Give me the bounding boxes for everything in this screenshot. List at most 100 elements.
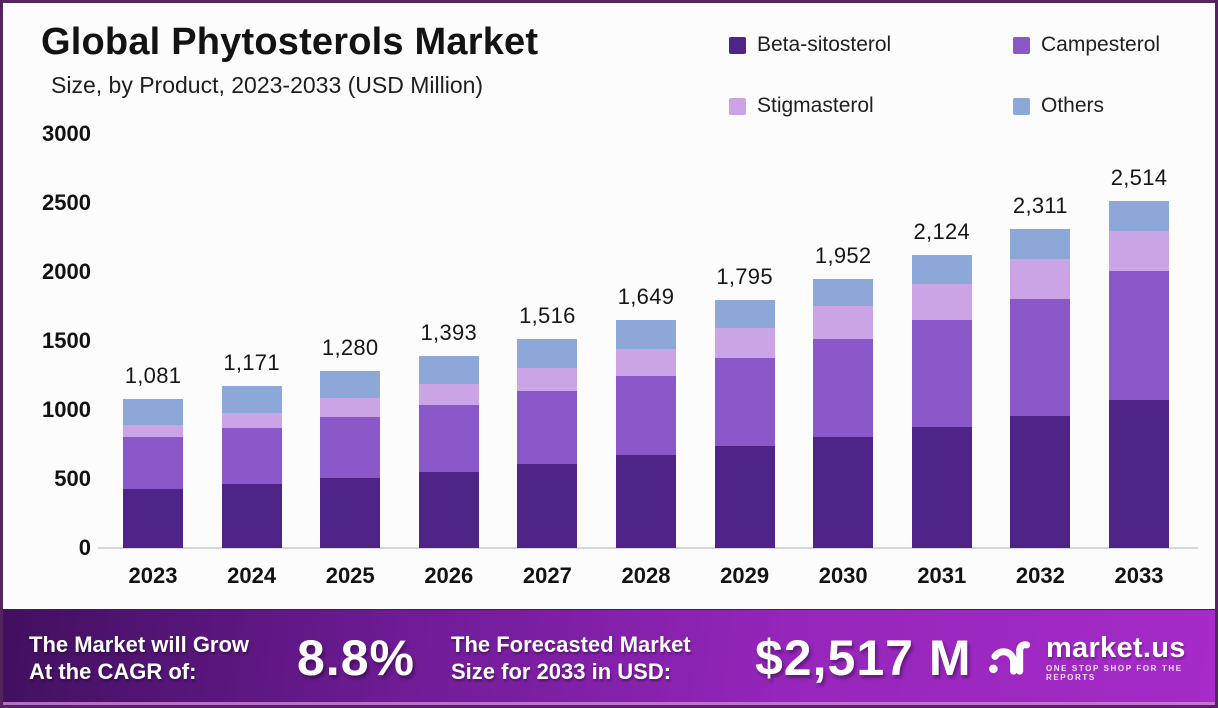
y-tick-0: 0 xyxy=(78,535,91,560)
bar-segment-campesterol-2026 xyxy=(418,404,479,473)
y-tick-3000: 3000 xyxy=(42,121,91,146)
bar-segment-others-2030 xyxy=(813,278,874,306)
bar-2026 xyxy=(418,355,479,548)
bar-total-label-2025: 1,280 xyxy=(321,335,379,361)
bar-segment-beta-sitosterol-2030 xyxy=(813,436,874,548)
bar-segment-campesterol-2032 xyxy=(1010,298,1071,417)
x-tick-2024: 2024 xyxy=(227,563,277,588)
bar-segment-stigmasterol-2029 xyxy=(714,327,775,358)
bar-segment-campesterol-2025 xyxy=(320,416,381,479)
bar-segment-others-2033 xyxy=(1109,201,1169,231)
bar-total-label-2026: 1,393 xyxy=(420,319,478,345)
bar-2027 xyxy=(517,338,578,548)
bar-segment-stigmasterol-2032 xyxy=(1010,258,1071,299)
bar-segment-campesterol-2031 xyxy=(911,320,972,427)
bar-segment-campesterol-2023 xyxy=(123,436,183,489)
x-tick-2029: 2029 xyxy=(720,563,770,588)
x-tick-2026: 2026 xyxy=(424,563,474,588)
x-tick-2023: 2023 xyxy=(128,563,178,588)
legend-item-campesterol: Campesterol xyxy=(1013,33,1215,57)
bar-2025 xyxy=(320,371,381,548)
bar-segment-campesterol-2030 xyxy=(813,338,874,437)
bar-segment-campesterol-2029 xyxy=(714,357,775,446)
page-subtitle: Size, by Product, 2023-2033 (USD Million… xyxy=(51,72,484,98)
x-tick-2032: 2032 xyxy=(1015,563,1065,588)
bar-segment-others-2028 xyxy=(616,320,676,350)
bar-segment-stigmasterol-2027 xyxy=(517,367,578,391)
bar-segment-stigmasterol-2025 xyxy=(320,397,381,417)
bar-segment-beta-sitosterol-2023 xyxy=(123,488,183,548)
x-tick-2027: 2027 xyxy=(522,563,572,588)
bar-segment-others-2029 xyxy=(714,300,775,328)
bar-segment-beta-sitosterol-2033 xyxy=(1109,399,1169,548)
bar-segment-campesterol-2024 xyxy=(221,427,282,484)
bar-segment-campesterol-2028 xyxy=(616,375,676,455)
bar-segment-campesterol-2033 xyxy=(1109,270,1169,400)
x-axis-line xyxy=(98,547,1198,549)
bar-total-label-2030: 1,952 xyxy=(814,242,872,268)
cagr-caption-line1: The Market will Grow xyxy=(29,631,250,657)
bar-segment-beta-sitosterol-2024 xyxy=(221,483,282,548)
bar-segment-beta-sitosterol-2027 xyxy=(517,463,578,548)
x-tick-2025: 2025 xyxy=(325,563,375,588)
bar-2031 xyxy=(911,254,972,548)
bar-segment-beta-sitosterol-2032 xyxy=(1010,416,1071,548)
logo-name: market.us xyxy=(1045,631,1186,664)
bar-2024 xyxy=(221,386,282,548)
market-us-logo-icon xyxy=(989,640,1031,675)
bar-segment-beta-sitosterol-2025 xyxy=(320,478,381,548)
market-us-logo: market.us ONE STOP SHOP FOR THE REPORTS xyxy=(988,631,1215,682)
bar-segment-others-2023 xyxy=(123,398,183,425)
chart-header: Global Phytosterols Market Size, by Prod… xyxy=(41,21,538,99)
bar-2028 xyxy=(616,320,676,548)
bar-2023 xyxy=(123,398,183,548)
bar-segment-others-2026 xyxy=(418,355,479,385)
y-tick-2500: 2500 xyxy=(42,190,91,215)
bar-segment-beta-sitosterol-2031 xyxy=(911,426,972,548)
legend-swatch-stigmasterol xyxy=(729,97,746,115)
legend-swatch-others xyxy=(1013,97,1030,115)
chart-legend: Beta-sitosterol Campesterol Stigmasterol Ot… xyxy=(729,33,1215,118)
bar-segment-others-2031 xyxy=(911,254,972,285)
bar-2029 xyxy=(714,300,775,548)
bar-segment-beta-sitosterol-2029 xyxy=(714,445,775,548)
bar-total-label-2031: 2,124 xyxy=(913,218,971,244)
bar-segment-stigmasterol-2023 xyxy=(123,424,183,437)
bar-segment-beta-sitosterol-2028 xyxy=(616,454,676,548)
x-tick-2033: 2033 xyxy=(1114,563,1164,588)
legend-label-others: Others xyxy=(1041,94,1105,117)
bar-total-label-2023: 1,081 xyxy=(124,362,182,388)
y-tick-1500: 1500 xyxy=(42,328,91,353)
y-tick-2000: 2000 xyxy=(42,259,91,284)
cagr-caption: The Market will Grow At the CAGR of: xyxy=(29,631,249,685)
bar-segment-others-2025 xyxy=(320,371,381,398)
bar-2033 xyxy=(1109,201,1169,548)
legend-item-others: Others xyxy=(1013,94,1215,118)
bar-segment-stigmasterol-2030 xyxy=(813,305,874,339)
bar-total-label-2024: 1,171 xyxy=(223,350,280,376)
bar-total-label-2029: 1,795 xyxy=(716,264,773,290)
bar-total-label-2033: 2,514 xyxy=(1110,165,1168,191)
bar-segment-campesterol-2027 xyxy=(517,390,578,464)
x-tick-2031: 2031 xyxy=(917,563,967,588)
legend-label-stigmasterol: Stigmasterol xyxy=(757,94,874,117)
bar-total-label-2032: 2,311 xyxy=(1012,193,1068,219)
forecast-caption: The Forecasted Market Size for 2033 in U… xyxy=(451,631,691,685)
legend-label-beta-sitosterol: Beta-sitosterol xyxy=(757,33,892,56)
forecast-caption-line2: Size for 2033 in USD: xyxy=(451,658,672,684)
logo-tagline: ONE STOP SHOP FOR THE REPORTS xyxy=(1045,663,1183,682)
bar-2032 xyxy=(1010,229,1071,548)
bar-segment-others-2024 xyxy=(221,386,282,414)
legend-item-beta-sitosterol: Beta-sitosterol xyxy=(729,33,1013,57)
bar-2030 xyxy=(813,278,874,548)
legend-swatch-campesterol xyxy=(1013,36,1030,54)
bar-segment-stigmasterol-2033 xyxy=(1109,230,1169,271)
cagr-caption-line2: At the CAGR of: xyxy=(29,658,197,684)
bar-segment-stigmasterol-2031 xyxy=(911,284,972,321)
legend-item-stigmasterol: Stigmasterol xyxy=(729,94,1013,118)
forecast-value: $2,517 M xyxy=(755,629,972,686)
market-us-logo-text: market.us ONE STOP SHOP FOR THE REPORTS xyxy=(1045,631,1215,682)
footer-banner: The Market will Grow At the CAGR of: 8.8… xyxy=(3,609,1215,705)
bar-segment-others-2027 xyxy=(517,338,578,368)
